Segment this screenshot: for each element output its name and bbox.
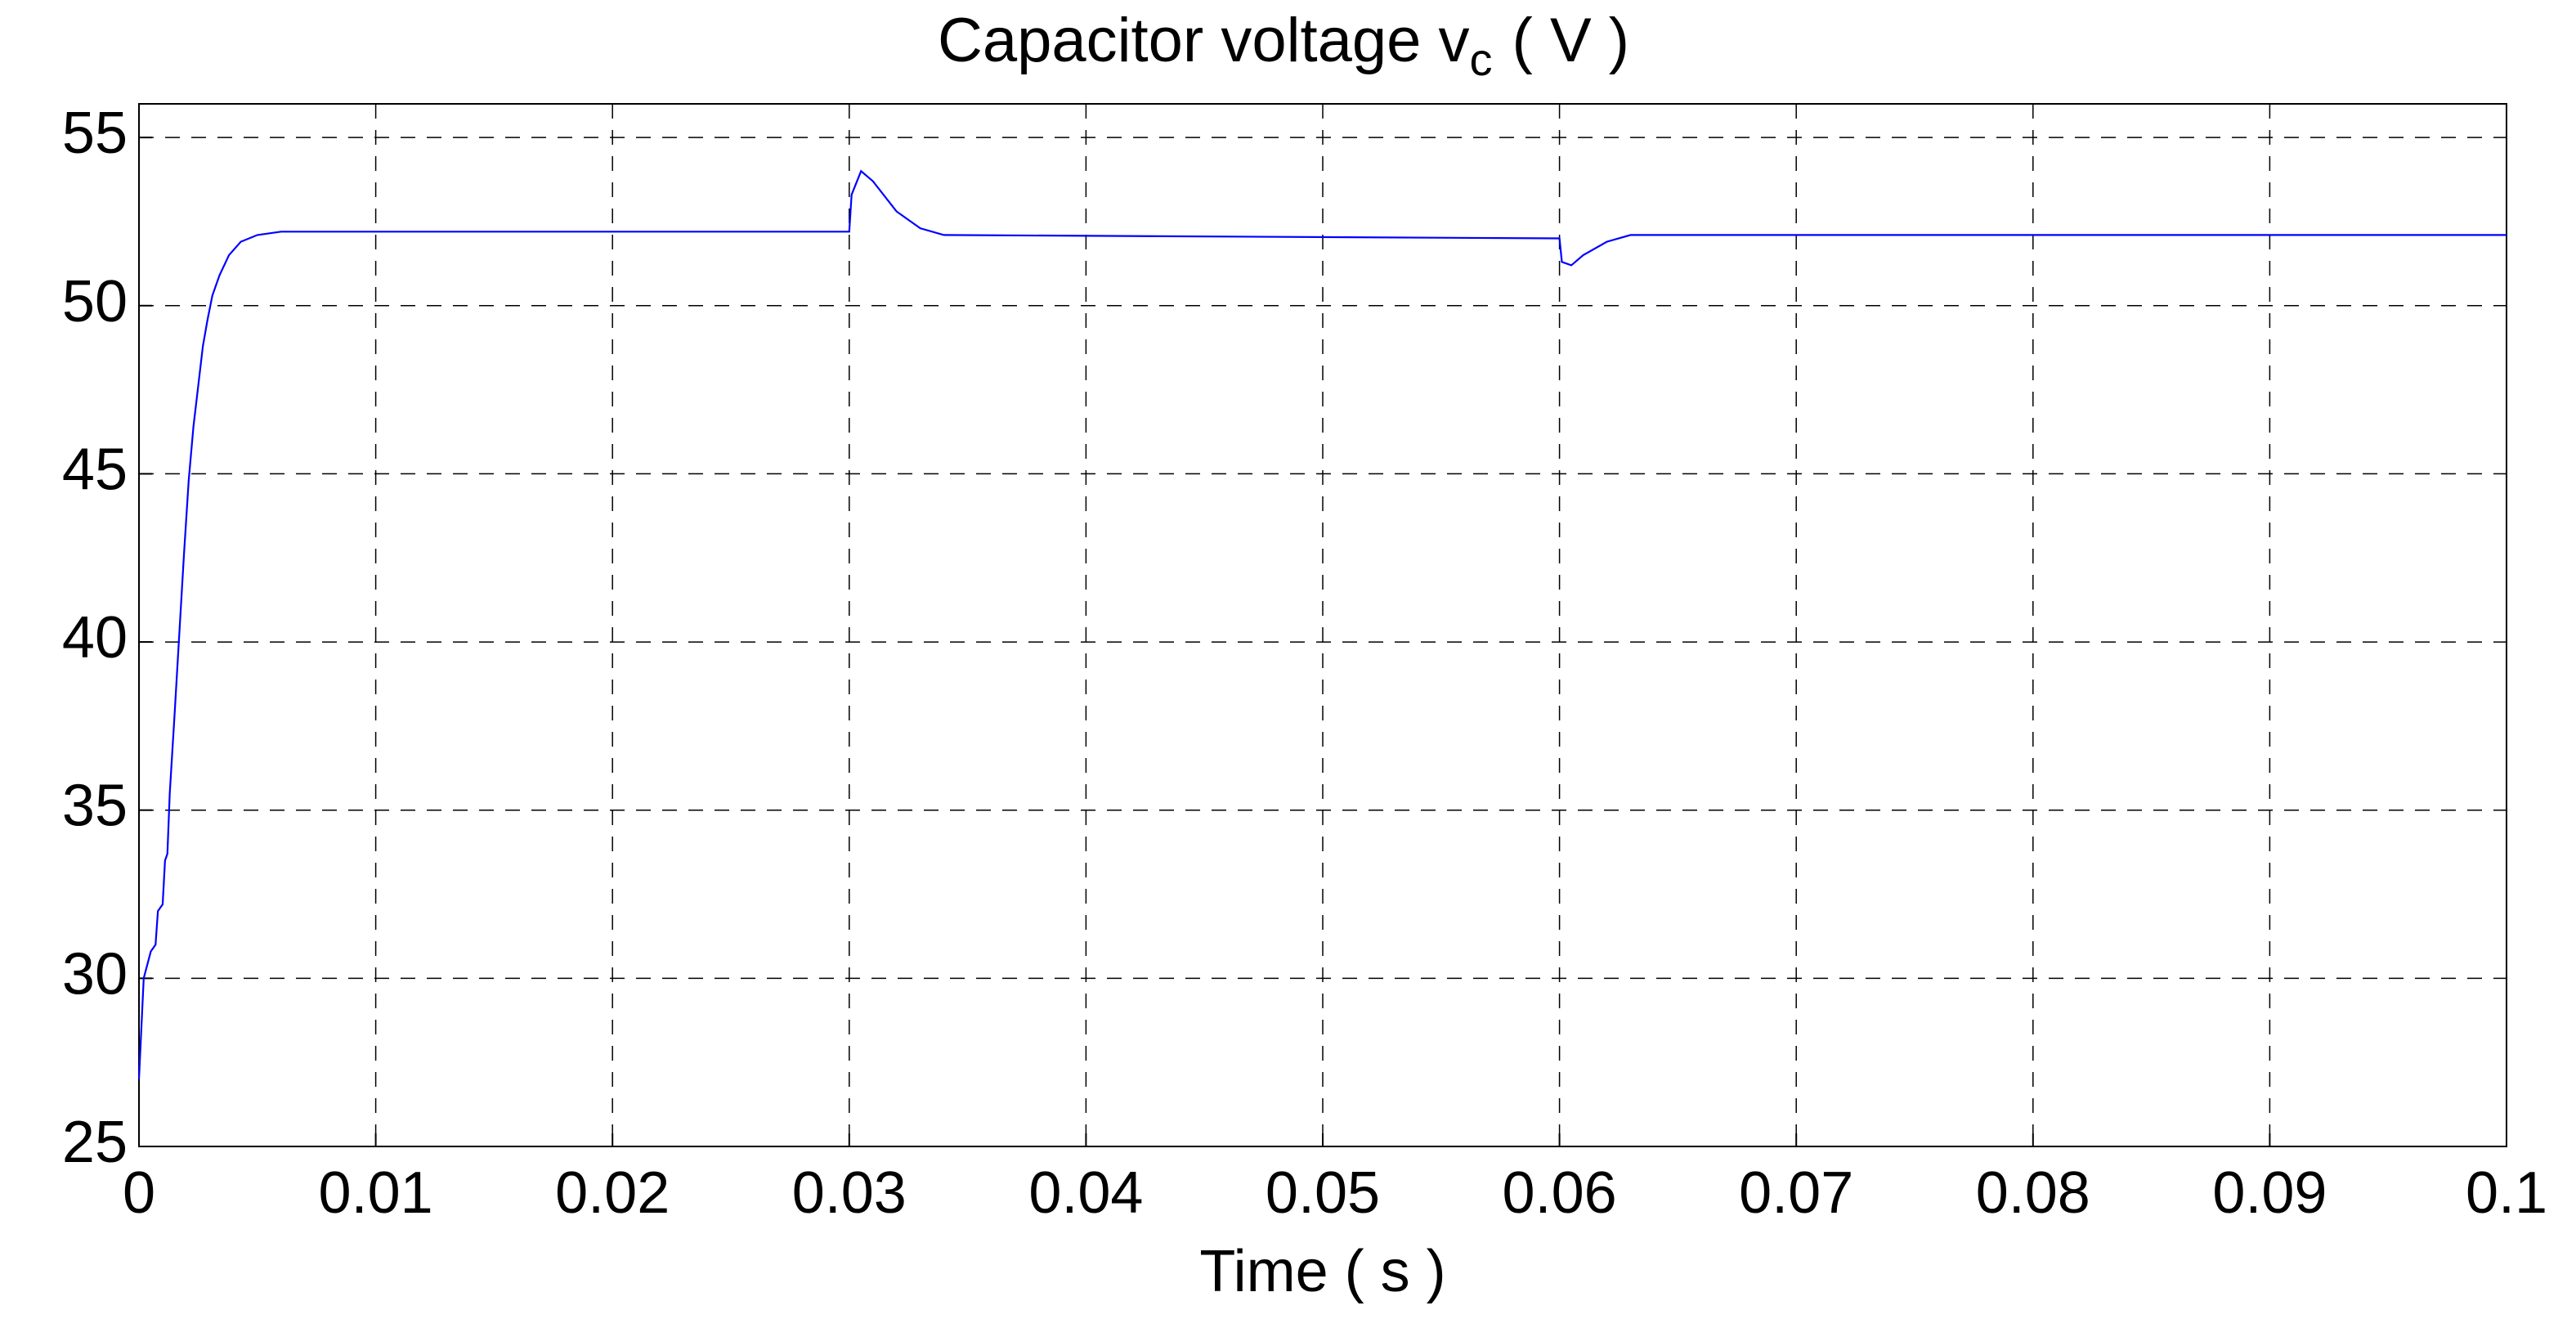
x-tick-label: 0.04 xyxy=(1028,1160,1143,1226)
x-tick-label: 0 xyxy=(123,1160,155,1226)
y-tick-label: 50 xyxy=(62,269,128,334)
data-line xyxy=(137,169,2507,1079)
title-text: Capacitor voltage v xyxy=(938,6,1470,75)
y-tick-label: 35 xyxy=(62,774,128,839)
x-tick-label: 0.05 xyxy=(1266,1160,1380,1226)
y-tick-label: 30 xyxy=(62,941,128,1007)
title-subscript: c xyxy=(1470,34,1493,85)
chart-title: Capacitor voltage vc ( V ) xyxy=(938,6,1629,85)
y-tick-label: 40 xyxy=(62,605,128,671)
x-tick-label: 0.09 xyxy=(2212,1160,2327,1226)
x-tick-label: 0.03 xyxy=(792,1160,907,1226)
plot-frame xyxy=(138,103,2507,1147)
x-tick-label: 0.02 xyxy=(555,1160,670,1226)
x-tick-label: 0.08 xyxy=(1976,1160,2090,1226)
x-tick-label: 0.1 xyxy=(2466,1160,2547,1226)
x-tick-label: 0.06 xyxy=(1503,1160,1617,1226)
title-suffix: ( V ) xyxy=(1512,6,1630,75)
y-tick-label: 55 xyxy=(62,101,128,166)
x-axis-label: Time ( s ) xyxy=(1199,1239,1445,1304)
x-tick-label: 0.07 xyxy=(1739,1160,1853,1226)
y-tick-label: 45 xyxy=(62,437,128,502)
x-tick-label: 0.01 xyxy=(319,1160,433,1226)
y-tick-label: 25 xyxy=(62,1110,128,1175)
